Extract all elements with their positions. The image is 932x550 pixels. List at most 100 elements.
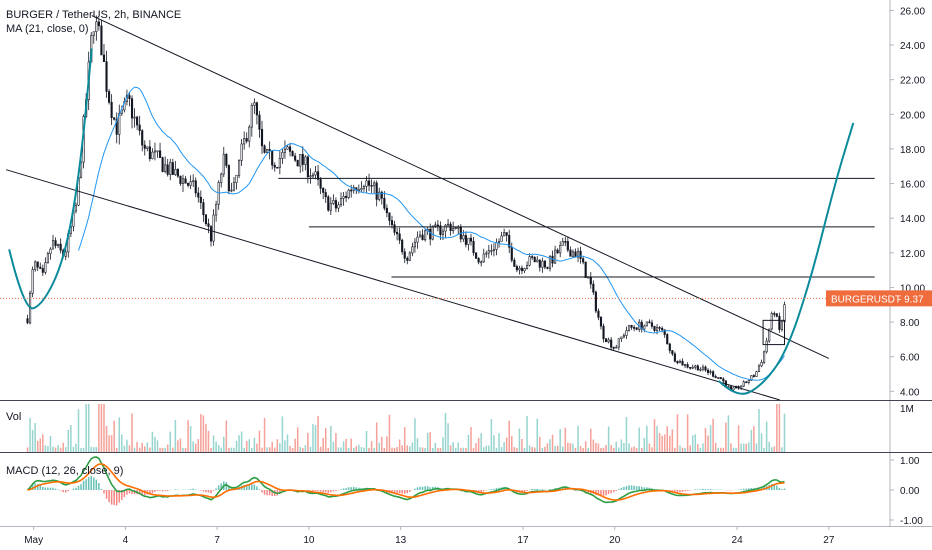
volume-bar: [93, 447, 95, 452]
macd-histogram-bar: [202, 490, 205, 492]
volume-bar: [90, 446, 93, 452]
volume-bar: [365, 430, 368, 452]
candle-body: [768, 328, 771, 342]
candle-body: [350, 189, 353, 192]
candle-body: [416, 236, 419, 243]
macd-histogram-bar: [72, 488, 75, 490]
volume-bar: [388, 414, 391, 452]
candle-body: [184, 178, 187, 184]
volume-bar: [358, 444, 360, 452]
macd-histogram-bar: [207, 490, 210, 493]
volume-bar: [194, 443, 197, 452]
volume-bar: [720, 447, 722, 452]
candle-body: [161, 157, 164, 172]
volume-bar: [350, 438, 352, 452]
volume-bar: [498, 433, 500, 452]
volume-bar: [709, 425, 712, 452]
candle-body: [475, 252, 478, 259]
volume-bar: [460, 447, 462, 452]
candle-body: [306, 156, 309, 178]
volume-bar: [243, 447, 245, 452]
volume-bar: [230, 447, 233, 452]
candle-body: [314, 171, 317, 176]
volume-bar: [172, 447, 174, 452]
volume-bar: [536, 418, 539, 452]
macd-histogram-bar: [679, 490, 681, 493]
volume-bar: [426, 432, 429, 452]
macd-histogram-bar: [192, 488, 194, 490]
macd-histogram-bar: [681, 490, 684, 492]
volume-bar: [699, 447, 702, 452]
macd-histogram-bar: [253, 484, 256, 490]
parabolic-curve-left: [8, 48, 93, 310]
volume-bar: [327, 447, 330, 452]
candle-body: [288, 146, 292, 152]
candle-body: [207, 223, 210, 227]
y-tick-label: 6.00: [900, 353, 920, 364]
macd-histogram-bar: [352, 487, 355, 490]
candle-body: [678, 360, 682, 364]
candle-body: [617, 338, 620, 348]
macd-histogram-bar: [330, 490, 332, 493]
volume-bar: [753, 426, 755, 452]
volume-bar: [740, 443, 742, 452]
candle-body: [462, 235, 465, 240]
candle-body: [342, 195, 345, 199]
macd-histogram-bar: [398, 490, 401, 494]
volume-bar: [612, 447, 615, 452]
volume-bar: [381, 436, 383, 452]
volume-bar: [651, 447, 653, 452]
candle-body: [523, 268, 526, 272]
volume-bar: [526, 415, 528, 452]
volume-bar: [233, 447, 235, 452]
candle-body: [406, 257, 409, 261]
macd-histogram-bar: [156, 490, 159, 492]
volume-bar: [694, 434, 697, 452]
volume-bar: [352, 447, 355, 452]
macd-histogram-bar: [121, 490, 123, 500]
candle-body: [271, 150, 274, 166]
candle-body: [164, 164, 167, 172]
macd-histogram-bar: [271, 490, 273, 497]
macd-histogram-bar: [531, 488, 533, 490]
candle-body: [510, 246, 513, 261]
macd-histogram-bar: [54, 488, 57, 490]
candle-body: [151, 151, 154, 160]
volume-bar: [717, 447, 719, 452]
candle-body: [643, 325, 646, 330]
candle-body: [179, 175, 182, 184]
macd-histogram-bar: [709, 489, 712, 490]
macd-histogram-bar: [105, 490, 108, 499]
candle-body: [757, 365, 761, 372]
candle-body: [365, 180, 368, 187]
candle-body: [584, 261, 587, 278]
candle-body: [518, 267, 521, 271]
candle-body: [592, 283, 595, 293]
candle-body: [294, 155, 297, 161]
volume-bar: [179, 438, 182, 452]
volume-bar: [123, 445, 126, 452]
candle-body: [536, 259, 539, 263]
volume-bar: [684, 447, 686, 452]
volume-bar: [416, 438, 419, 452]
volume-bar: [245, 441, 248, 452]
volume-bar: [248, 439, 251, 452]
volume-bar: [572, 443, 574, 452]
volume-bar: [462, 447, 465, 452]
volume-bar: [184, 448, 187, 452]
macd-histogram-bar: [164, 490, 166, 491]
volume-bar: [663, 434, 666, 452]
volume-bar: [182, 447, 184, 452]
macd-legend: MACD (12, 26, close, 9): [6, 465, 124, 477]
volume-bar: [569, 443, 572, 452]
macd-histogram-bar: [243, 485, 245, 490]
candle-body: [143, 144, 146, 149]
volume-bar: [745, 443, 748, 452]
macd-histogram-bar: [77, 485, 80, 490]
volume-bar: [52, 446, 54, 452]
candle-body: [663, 329, 666, 335]
volume-bar: [470, 427, 472, 452]
signal-line: [27, 463, 785, 501]
candle-body: [120, 109, 123, 114]
